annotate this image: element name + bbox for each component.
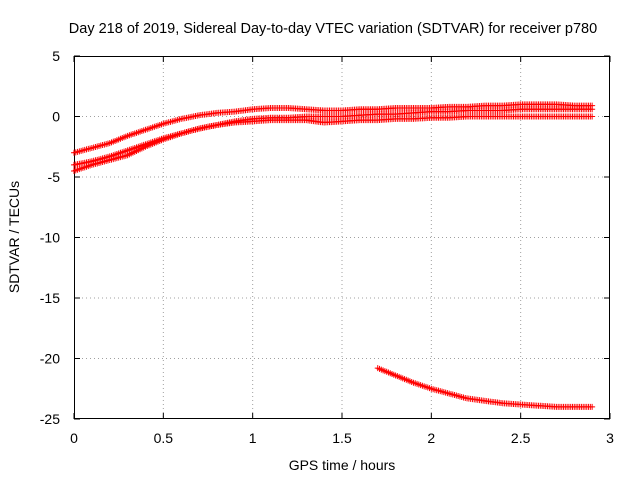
x-tick-label: 1	[249, 430, 257, 446]
x-tick-label: 0	[70, 430, 78, 446]
data-points	[71, 101, 596, 410]
series-separate-track	[374, 365, 596, 410]
x-tick-label: 2	[427, 430, 435, 446]
y-axis-label: SDTVAR / TECUs	[6, 181, 22, 293]
x-tick-label: 0.5	[154, 430, 174, 446]
data-point	[589, 113, 596, 120]
x-tick-label: 3	[606, 430, 614, 446]
series-middle-track	[71, 106, 596, 168]
x-axis-label: GPS time / hours	[289, 457, 396, 473]
y-tick-label: -15	[40, 290, 60, 306]
series-upper-track	[71, 101, 596, 156]
chart-title: Day 218 of 2019, Sidereal Day-to-day VTE…	[69, 21, 597, 37]
y-tick-label: -5	[48, 169, 61, 185]
y-tick-label: -10	[40, 230, 60, 246]
y-tick-label: -20	[40, 351, 60, 367]
axis-ticks: 0 0.5 1 1.5 2 2.5 3 5 0 -5 -10 -15 -20 -25	[40, 48, 614, 446]
y-tick-label: 5	[52, 48, 60, 64]
y-tick-label: -25	[40, 411, 60, 427]
x-tick-label: 1.5	[332, 430, 352, 446]
y-tick-label: 0	[52, 109, 60, 125]
data-point	[589, 403, 596, 410]
data-point	[589, 106, 596, 113]
series-lower-track	[71, 113, 596, 174]
x-tick-label: 2.5	[511, 430, 531, 446]
